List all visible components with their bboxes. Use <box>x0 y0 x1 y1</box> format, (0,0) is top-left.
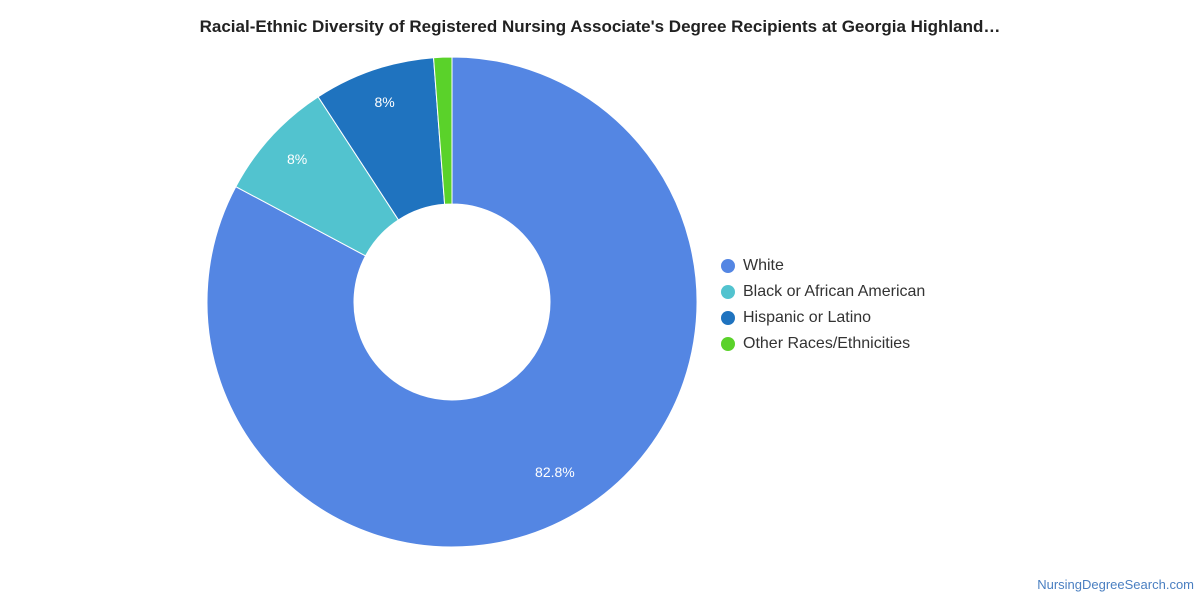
legend: White Black or African American Hispanic o… <box>721 253 925 357</box>
legend-swatch <box>721 311 735 325</box>
legend-label: White <box>743 257 784 274</box>
legend-item[interactable]: Other Races/Ethnicities <box>721 331 925 357</box>
slice-label: 8% <box>374 94 394 110</box>
legend-swatch <box>721 337 735 351</box>
legend-item[interactable]: White <box>721 253 925 279</box>
slice-label: 8% <box>287 151 307 167</box>
legend-label: Hispanic or Latino <box>743 309 872 326</box>
slice-label: 82.8% <box>535 464 575 480</box>
legend-label: Black or African American <box>743 283 926 300</box>
slice-white[interactable] <box>206 56 698 548</box>
legend-item[interactable]: Hispanic or Latino <box>721 305 925 331</box>
legend-swatch <box>721 259 735 273</box>
legend-item[interactable]: Black or African American <box>721 279 925 305</box>
chart-title: Racial-Ethnic Diversity of Registered Nu… <box>199 17 1001 36</box>
legend-swatch <box>721 285 735 299</box>
source-credit[interactable]: NursingDegreeSearch.com <box>1037 577 1194 592</box>
legend-label: Other Races/Ethnicities <box>743 335 911 352</box>
slice-other-races-ethnicities[interactable] <box>433 56 453 205</box>
